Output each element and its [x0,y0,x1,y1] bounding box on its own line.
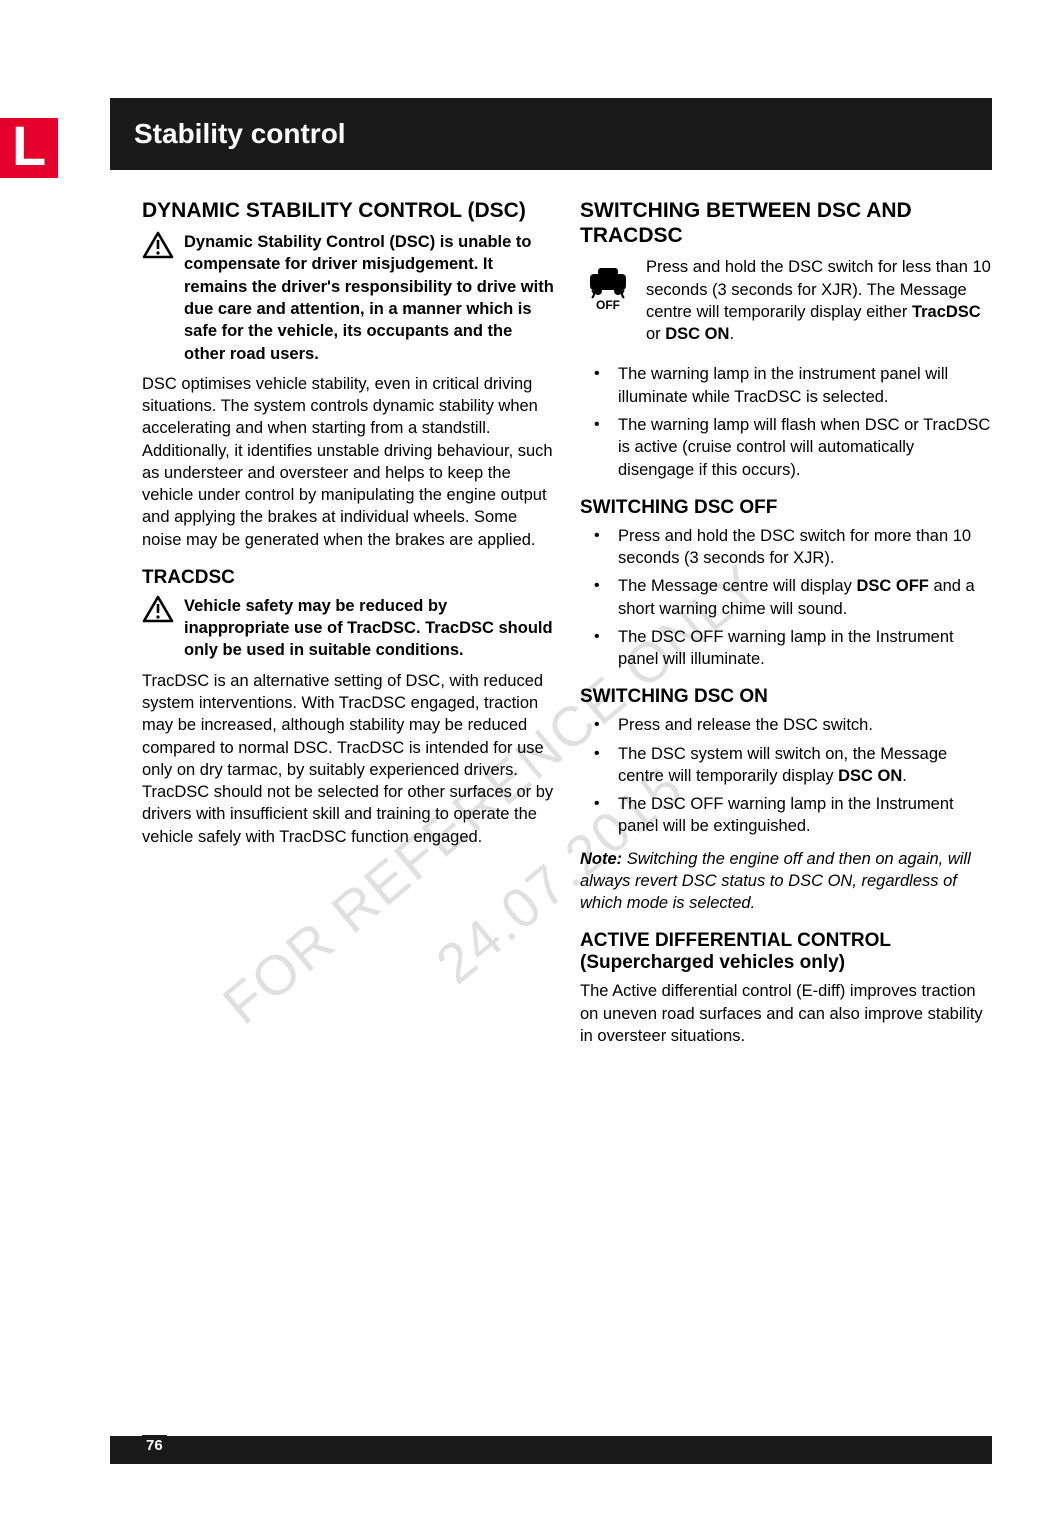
warning-triangle-icon [142,231,174,365]
tab-marker: L [0,118,58,178]
bullets-switch: The warning lamp in the instrument panel… [580,363,992,480]
info-press-hold: OFF Press and hold the DSC switch for le… [580,256,992,355]
heading-active-diff: ACTIVE DIFFERENTIAL CONTROL (Supercharge… [580,930,992,974]
list-item: The warning lamp in the instrument panel… [580,363,992,408]
warning-dsc-text: Dynamic Stability Control (DSC) is unabl… [184,231,554,365]
paragraph-active-diff: The Active differential control (E-diff)… [580,980,992,1047]
list-item: The DSC OFF warning lamp in the Instrume… [580,793,992,838]
note: Note: Switching the engine off and then … [580,848,992,915]
warning-triangle-icon [142,595,174,662]
heading-dsc-off: SWITCHING DSC OFF [580,497,992,519]
list-item: The DSC OFF warning lamp in the Instrume… [580,626,992,671]
heading-tracdsc: TRACDSC [142,567,554,589]
info-text: Press and hold the DSC switch for less t… [646,256,992,345]
bullets-off: Press and hold the DSC switch for more t… [580,525,992,671]
warning-tracdsc-text: Vehicle safety may be reduced by inappro… [184,595,554,662]
paragraph-tracdsc: TracDSC is an alternative setting of DSC… [142,670,554,848]
section-header: Stability control [110,98,992,170]
heading-switch: SWITCHING BETWEEN DSC AND TRACDSC [580,198,992,248]
car-skid-off-icon: OFF [580,256,636,355]
left-column: DYNAMIC STABILITY CONTROL (DSC) Dynamic … [142,198,554,1057]
list-item: The DSC system will switch on, the Messa… [580,743,992,788]
section-title: Stability control [134,118,346,150]
page-body: DYNAMIC STABILITY CONTROL (DSC) Dynamic … [142,198,992,1057]
right-column: SWITCHING BETWEEN DSC AND TRACDSC OFF Pr… [580,198,992,1057]
heading-dsc-on: SWITCHING DSC ON [580,686,992,708]
paragraph-dsc: DSC optimises vehicle stability, even in… [142,373,554,551]
heading-dsc: DYNAMIC STABILITY CONTROL (DSC) [142,198,554,223]
page-number: 76 [142,1435,167,1456]
bullets-on: Press and release the DSC switch. The DS… [580,714,992,837]
list-item: The warning lamp will flash when DSC or … [580,414,992,481]
warning-dsc: Dynamic Stability Control (DSC) is unabl… [142,231,554,365]
footer-bar [110,1436,992,1464]
list-item: Press and hold the DSC switch for more t… [580,525,992,570]
svg-text:OFF: OFF [596,298,620,312]
warning-tracdsc: Vehicle safety may be reduced by inappro… [142,595,554,662]
list-item: Press and release the DSC switch. [580,714,992,736]
list-item: The Message centre will display DSC OFF … [580,575,992,620]
